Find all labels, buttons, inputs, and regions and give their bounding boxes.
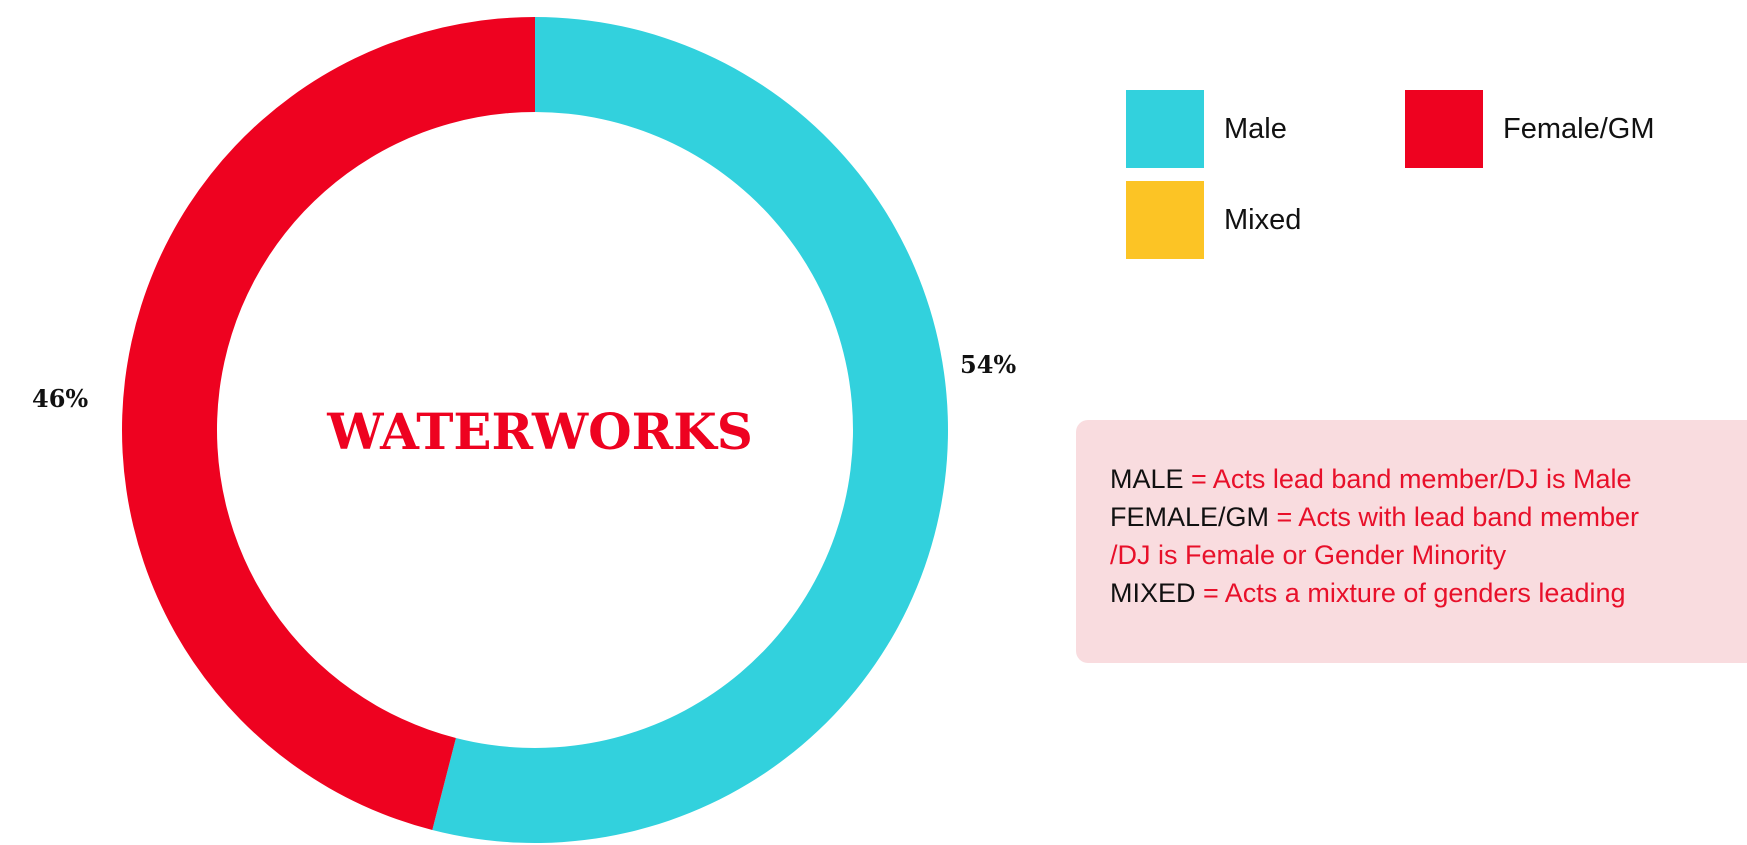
definitions-box: MALE = Acts lead band member/DJ is Male …: [1076, 420, 1747, 663]
legend-item-mixed: Mixed: [1126, 181, 1301, 259]
definition-mixed: MIXED = Acts a mixture of genders leadin…: [1110, 574, 1639, 612]
definition-term: MALE: [1110, 464, 1184, 494]
legend-label-female-gm: Female/GM: [1503, 112, 1655, 145]
donut-chart: [122, 17, 949, 843]
slice-label-male: 54%: [960, 350, 1017, 379]
definition-female-gm-cont: /DJ is Female or Gender Minority: [1110, 536, 1639, 574]
definitions-list: MALE = Acts lead band member/DJ is Male …: [1110, 460, 1639, 612]
donut-slice-male: [432, 17, 949, 843]
chart-title: WATERWORKS: [327, 402, 753, 461]
definition-text: = Acts with lead band member: [1269, 502, 1639, 532]
legend-label-male: Male: [1224, 112, 1287, 145]
donut-slice-female-gm: [122, 17, 535, 831]
definition-female-gm: FEMALE/GM = Acts with lead band member: [1110, 498, 1639, 536]
legend-item-female-gm: Female/GM: [1405, 90, 1654, 168]
definition-term: FEMALE/GM: [1110, 502, 1270, 532]
legend-label-mixed: Mixed: [1224, 203, 1302, 236]
slice-label-female: 46%: [32, 384, 89, 413]
legend-swatch-male: [1126, 90, 1204, 168]
legend-swatch-mixed: [1126, 181, 1204, 259]
definition-text: = Acts a mixture of genders leading: [1195, 578, 1626, 608]
definition-text: /DJ is Female or Gender Minority: [1110, 540, 1507, 570]
legend-item-male: Male: [1126, 90, 1287, 168]
legend-swatch-female-gm: [1405, 90, 1483, 168]
definition-text: = Acts lead band member/DJ is Male: [1183, 464, 1632, 494]
definition-term: MIXED: [1110, 578, 1196, 608]
definition-male: MALE = Acts lead band member/DJ is Male: [1110, 460, 1639, 498]
